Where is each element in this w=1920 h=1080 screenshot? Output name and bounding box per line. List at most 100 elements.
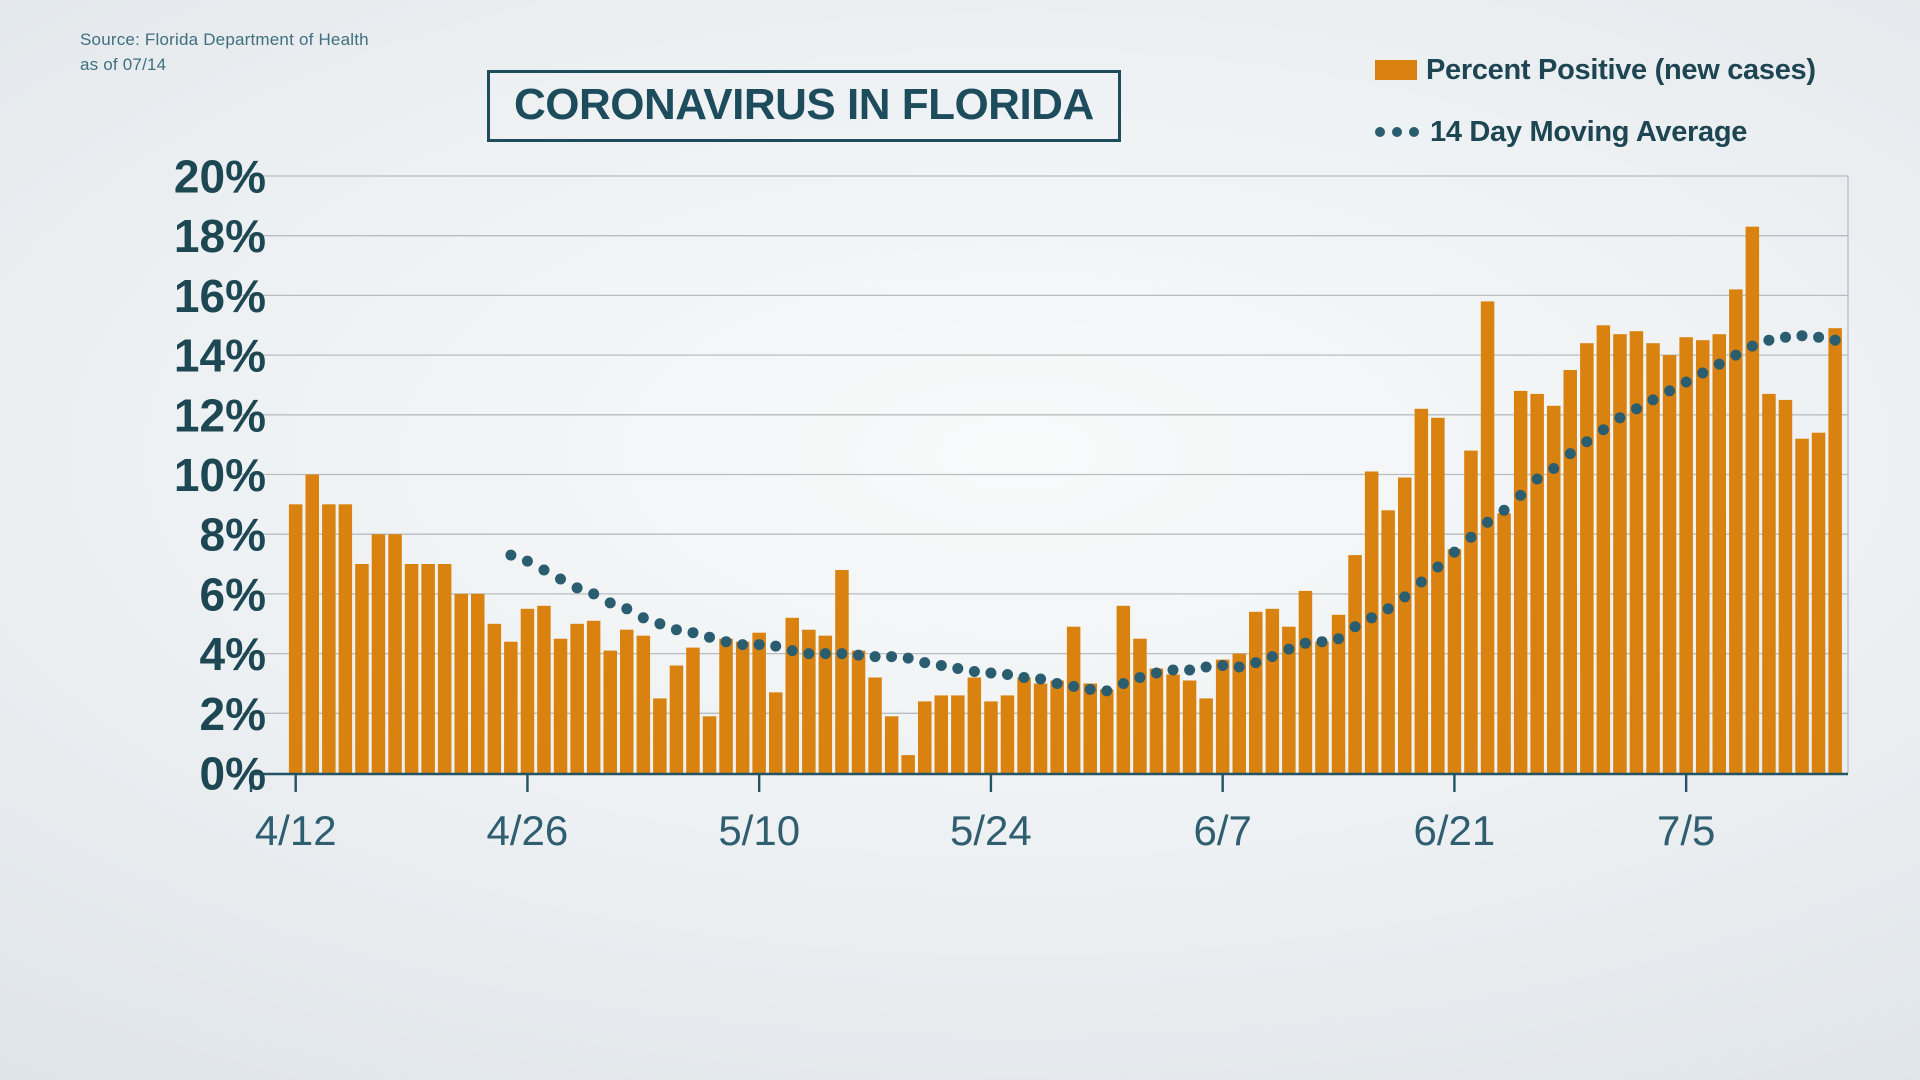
bar-6/1 [1116,605,1131,773]
bars-group [288,226,1842,774]
bar-6/18 [1398,477,1412,773]
bar-5/30 [1083,683,1097,773]
bar-6/15 [1348,555,1362,773]
ma-dot-7/11 [1780,331,1791,343]
ma-dot-4/29 [571,582,583,594]
bar-7/14 [1828,328,1842,773]
x-label-7/5: 7/5 [1657,807,1715,854]
ma-dot-5/7 [704,631,715,643]
bar-7/6 [1696,340,1710,773]
ma-dot-6/6 [1200,661,1212,673]
ma-dot-6/14 [1333,633,1344,645]
legend: Percent Positive (new cases) 14 Day Movi… [1375,52,1816,176]
ma-dot-6/9 [1250,657,1262,669]
ma-dot-6/16 [1366,612,1378,624]
bar-5/10 [752,632,766,773]
bar-5/28 [1050,680,1064,773]
x-label-6/21: 6/21 [1414,807,1496,854]
ma-dot-6/2 [1134,672,1146,683]
bar-6/14 [1331,614,1346,773]
x-label-5/10: 5/10 [718,807,800,854]
ma-dot-6/23 [1482,516,1493,528]
bar-5/24 [984,701,998,773]
bar-5/20 [918,701,932,773]
legend-item-moving-average: 14 Day Moving Average [1375,114,1816,150]
bar-5/1 [603,650,617,773]
bar-5/6 [686,647,700,773]
x-label-4/12: 4/12 [255,807,337,854]
legend-ma-label: 14 Day Moving Average [1430,115,1748,148]
bar-5/5 [669,665,684,773]
bar-7/13 [1811,432,1826,773]
bar-5/18 [884,716,899,773]
ma-dot-6/3 [1151,667,1162,679]
ma-dot-6/17 [1382,603,1394,615]
y-label-20: 20% [174,151,266,203]
bar-7/7 [1712,334,1726,773]
bar-6/3 [1149,668,1164,773]
ma-dot-5/30 [1084,683,1096,695]
bar-6/27 [1547,405,1561,773]
ma-dot-4/25 [505,549,517,561]
bar-series-swatch [1375,60,1417,80]
bar-5/13 [802,629,816,773]
y-label-4: 4% [200,628,266,680]
ma-dot-6/18 [1399,591,1411,603]
ma-dot-6/20 [1432,561,1444,573]
chart-title: CORONAVIRUS IN FLORIDA [487,70,1121,142]
ma-dot-7/14 [1829,334,1841,346]
ma-dot-7/12 [1796,330,1808,342]
bar-7/9 [1745,226,1760,773]
ma-dot-5/4 [654,618,666,630]
ma-dot-4/27 [538,564,550,576]
y-label-12: 12% [174,389,266,441]
ma-dot-5/25 [1002,669,1013,680]
ma-dot-7/7 [1713,358,1725,370]
bar-5/29 [1066,626,1081,773]
ma-dot-6/10 [1266,651,1278,663]
y-axis-labels: 0% 2% 4% 6% 8% 10% 12% 14% 16% 18% 20% [174,151,266,800]
bar-7/5 [1679,337,1693,773]
bar-5/8 [719,638,733,773]
ma-dot-6/8 [1233,661,1245,673]
bar-5/16 [851,650,866,773]
ma-dot-5/23 [968,666,980,677]
bar-7/4 [1662,355,1677,773]
ma-dot-6/28 [1564,448,1576,460]
ma-dot-5/3 [637,612,649,624]
ma-dot-6/7 [1217,660,1229,671]
ma-dot-6/13 [1316,636,1328,648]
ma-dot-5/9 [737,639,749,651]
source-line2: as of 07/14 [80,54,167,74]
bar-4/19 [404,564,419,773]
bar-5/25 [1000,695,1015,773]
bar-7/1 [1613,334,1627,773]
ma-dot-4/30 [588,588,600,600]
bar-7/11 [1778,399,1793,773]
ma-dot-7/8 [1730,349,1742,361]
ma-dot-6/25 [1515,489,1527,501]
ma-dot-6/26 [1531,473,1543,485]
bar-7/12 [1795,438,1809,773]
ma-dot-6/29 [1581,436,1593,448]
ma-dot-7/1 [1614,412,1626,424]
bar-5/19 [901,755,915,773]
x-label-6/7: 6/7 [1194,807,1252,854]
bar-5/22 [951,695,965,773]
bar-4/16 [355,564,369,773]
bar-4/26 [520,608,535,773]
y-label-6: 6% [200,568,266,620]
ma-dot-7/9 [1746,340,1758,352]
ma-dot-5/5 [670,624,682,636]
ma-dot-5/10 [753,639,765,651]
ma-dot-6/22 [1465,531,1477,543]
y-label-14: 14% [174,330,266,382]
ma-dot-5/15 [836,648,848,660]
ma-dot-7/3 [1647,394,1659,406]
bar-5/12 [785,617,799,773]
x-label-5/24: 5/24 [950,807,1032,854]
legend-bar-label: Percent Positive (new cases) [1426,53,1816,86]
ma-dot-5/29 [1068,680,1080,692]
